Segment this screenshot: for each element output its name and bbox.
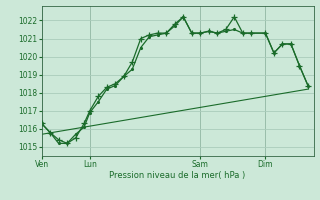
X-axis label: Pression niveau de la mer( hPa ): Pression niveau de la mer( hPa ) — [109, 171, 246, 180]
